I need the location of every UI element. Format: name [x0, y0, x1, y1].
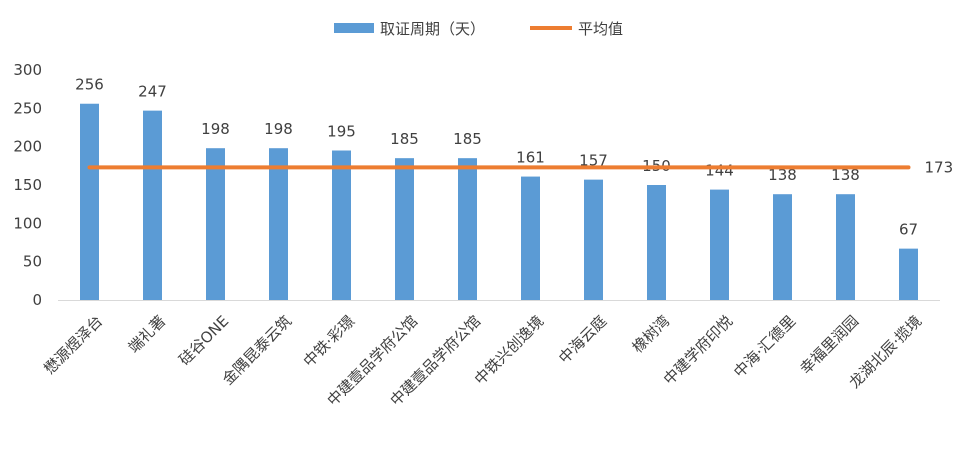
legend: 取证周期（天） 平均值: [334, 20, 623, 38]
bar-value-label: 195: [327, 123, 356, 141]
bar: [206, 148, 225, 300]
x-tick-label: 端礼著: [125, 312, 170, 357]
bar: [836, 194, 855, 300]
y-tick-label: 100: [13, 214, 42, 232]
bar-value-label: 198: [264, 120, 293, 138]
bar: [647, 185, 666, 300]
legend-bar-label: 取证周期（天）: [380, 20, 485, 38]
bar-value-label: 157: [579, 152, 608, 170]
y-tick-label: 0: [32, 291, 42, 309]
bars: [80, 103, 918, 300]
x-tick-label: 橡树湾: [629, 312, 674, 357]
y-tick-label: 150: [13, 176, 42, 194]
x-tick-label: 幸福里润园: [796, 312, 862, 378]
x-tick-label: 懋源煜泽台: [40, 312, 106, 378]
y-tick-label: 250: [13, 99, 42, 117]
bar-value-label: 161: [516, 149, 545, 167]
bar-value-label: 198: [201, 120, 230, 138]
y-tick-label: 50: [23, 253, 42, 271]
bar-value-label: 256: [75, 76, 104, 94]
bar-value-label: 185: [453, 130, 482, 148]
bar: [710, 189, 729, 300]
bar-value-label: 247: [138, 83, 167, 101]
bar: [584, 179, 603, 300]
bar-value-label: 144: [705, 162, 734, 180]
bar-value-label: 138: [831, 166, 860, 184]
x-tick-label: 中海·汇德里: [730, 312, 799, 381]
bar: [395, 158, 414, 300]
bar-value-label: 138: [768, 166, 797, 184]
bar: [773, 194, 792, 300]
x-tick-label: 硅谷ONE: [175, 312, 232, 369]
bar-value-label: 67: [899, 221, 918, 239]
y-tick-label: 300: [13, 61, 42, 79]
bar: [899, 248, 918, 300]
legend-line-label: 平均值: [578, 20, 623, 38]
legend-bar-swatch: [334, 23, 374, 33]
bar: [521, 176, 540, 300]
bar: [143, 110, 162, 300]
bar-value-label: 185: [390, 130, 419, 148]
x-tick-label: 中铁·彩璟: [300, 312, 359, 371]
x-tick-label: 中海云庭: [555, 312, 610, 367]
bar: [332, 150, 351, 300]
y-tick-label: 200: [13, 138, 42, 156]
bar: [80, 103, 99, 300]
data-labels: 2562471981981951851851611571501441381386…: [75, 76, 918, 239]
y-axis: 0 50 100 150 200 250 300: [13, 61, 42, 309]
bar: [269, 148, 288, 300]
bar: [458, 158, 477, 300]
average-line-label: 173: [925, 158, 954, 176]
